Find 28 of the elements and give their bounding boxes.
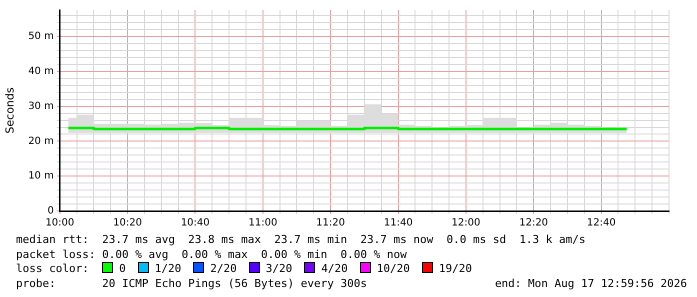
x-tick-label: 10:00 (45, 218, 74, 229)
text: 10/20 (376, 262, 410, 276)
x-tick-label: 12:20 (519, 218, 548, 229)
y-tick-label: 40 m (28, 66, 54, 78)
text: loss color: (16, 262, 90, 276)
text: 2/20 (210, 262, 237, 276)
text: 19/20 (438, 262, 472, 276)
y-tick-label: 20 m (28, 136, 54, 147)
text: end: Mon Aug 17 12:59:56 2026 (494, 276, 687, 292)
y-tick-label: 0 (47, 206, 54, 217)
x-tick-label: 11:20 (316, 218, 345, 229)
x-tick-label: 11:40 (384, 218, 413, 229)
x-tick-label: 11:00 (248, 218, 278, 229)
x-tick-label: 12:40 (586, 218, 616, 229)
text: median rtt: 23.7 ms avg 23.8 ms max 23.7 ms min 23.7 ms now 0.0 ms sd 1.3 k am/s (16, 233, 586, 246)
text: 3/20 (266, 262, 292, 276)
x-tick-label: 10:20 (113, 218, 142, 229)
text: packet loss: 0.00 % avg 0.00 % max 0.00 % min 0.00 % now (16, 248, 407, 261)
y-tick-label: 30 m (28, 100, 54, 112)
x-tick-label: 12:00 (452, 218, 480, 229)
text: 4/20 (321, 262, 348, 276)
y-axis-title: Seconds (3, 87, 16, 134)
text: 0 (119, 262, 126, 276)
text: probe: 20 ICMP Echo Pings (56 Bytes) every 300s (16, 276, 367, 290)
x-tick-label: 10:40 (180, 218, 210, 229)
text: 1/20 (154, 262, 182, 276)
y-tick-label: 50 m (28, 31, 54, 42)
y-tick-label: 10 m (28, 170, 54, 182)
